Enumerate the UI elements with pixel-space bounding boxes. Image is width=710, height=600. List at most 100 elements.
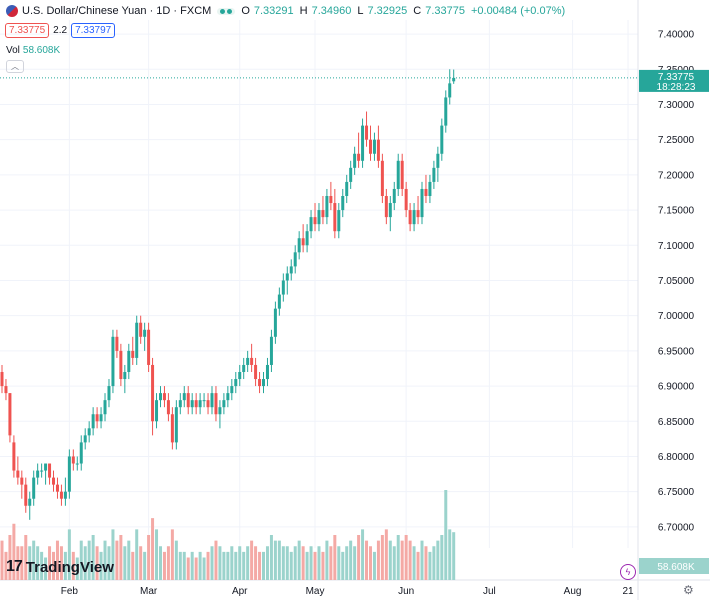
volume-bar bbox=[368, 546, 372, 580]
volume-bar bbox=[305, 551, 309, 580]
candle-body bbox=[388, 203, 392, 218]
candle bbox=[368, 125, 372, 161]
volume-bar bbox=[321, 551, 325, 580]
change-value: +0.00484 (+0.07%) bbox=[470, 5, 566, 17]
candle-body bbox=[202, 400, 206, 402]
volume-bar bbox=[297, 540, 301, 580]
volume-bar bbox=[380, 535, 384, 580]
candle-body bbox=[123, 372, 127, 380]
candle-body bbox=[380, 160, 384, 196]
logo-text: TradingView bbox=[25, 558, 114, 576]
volume-bar bbox=[262, 551, 266, 580]
candle-body bbox=[309, 217, 313, 232]
close-label: C bbox=[413, 5, 422, 17]
candle bbox=[357, 132, 361, 168]
candle bbox=[135, 315, 139, 365]
candle-body bbox=[404, 188, 408, 211]
volume-bar bbox=[71, 551, 75, 580]
spread-value: 2.2 bbox=[53, 25, 68, 36]
volume-bar bbox=[52, 551, 56, 580]
candle bbox=[24, 477, 28, 513]
volume-bar bbox=[357, 535, 361, 580]
sell-button[interactable]: 7.33775 bbox=[5, 23, 50, 38]
volume-bar bbox=[67, 529, 71, 580]
candle bbox=[206, 393, 210, 415]
candle bbox=[131, 336, 135, 365]
candle-body bbox=[186, 393, 190, 408]
volume-bar bbox=[48, 546, 52, 580]
candle bbox=[166, 393, 170, 422]
candle-body bbox=[333, 203, 337, 232]
volume-bar bbox=[293, 546, 297, 580]
x-tick-label: Feb bbox=[61, 586, 79, 597]
candle-body bbox=[36, 470, 40, 478]
candle bbox=[170, 407, 174, 450]
candle bbox=[345, 174, 349, 204]
candle bbox=[28, 491, 32, 520]
volume-bar bbox=[384, 529, 388, 580]
candle-body bbox=[365, 125, 369, 140]
volume-bar bbox=[452, 532, 456, 580]
candle-body bbox=[289, 266, 293, 274]
candle-body bbox=[246, 357, 250, 365]
candle-body bbox=[194, 400, 198, 408]
candle-body bbox=[131, 350, 135, 358]
countdown-label: 18:28:23 bbox=[657, 82, 696, 93]
candle bbox=[111, 329, 115, 394]
candle-body bbox=[258, 379, 262, 387]
candle bbox=[182, 386, 186, 408]
y-tick-label: 7.30000 bbox=[658, 100, 695, 111]
x-tick-label: Jul bbox=[483, 586, 496, 597]
symbol-title[interactable]: U.S. Dollar/Chinese Yuan · 1D · FXCM bbox=[22, 5, 212, 17]
candle-body bbox=[428, 181, 432, 196]
candle-body bbox=[151, 364, 155, 422]
candle bbox=[139, 315, 143, 344]
volume-bar bbox=[309, 546, 313, 580]
candle bbox=[222, 393, 226, 415]
candle bbox=[151, 357, 155, 436]
candle bbox=[48, 463, 52, 485]
candle bbox=[8, 393, 12, 443]
volume-bar bbox=[63, 551, 67, 580]
candle bbox=[254, 357, 258, 387]
volume-bar bbox=[123, 546, 127, 580]
volume-bar bbox=[194, 557, 198, 580]
candle bbox=[63, 477, 67, 506]
candle bbox=[337, 203, 341, 239]
candle bbox=[143, 322, 147, 351]
volume-bar bbox=[341, 551, 345, 580]
x-tick-label: May bbox=[306, 586, 325, 597]
candle-body bbox=[44, 463, 48, 471]
chevron-up-icon[interactable]: ︿ bbox=[6, 60, 24, 73]
volume-legend[interactable]: Vol 58.608K bbox=[6, 45, 60, 56]
volume-bar bbox=[147, 535, 151, 580]
volume-bar bbox=[182, 551, 186, 580]
candle bbox=[162, 386, 166, 408]
candle-body bbox=[95, 414, 99, 422]
candle bbox=[36, 463, 40, 485]
candle bbox=[388, 196, 392, 232]
candle bbox=[408, 203, 412, 232]
candle-body bbox=[349, 167, 353, 182]
candle-body bbox=[368, 139, 372, 154]
buy-button[interactable]: 7.33797 bbox=[71, 23, 116, 38]
candle bbox=[416, 196, 420, 225]
lightning-icon[interactable]: ϟ bbox=[620, 564, 636, 580]
y-tick-label: 6.85000 bbox=[658, 417, 695, 428]
volume-bar bbox=[218, 546, 222, 580]
candle-body bbox=[273, 308, 277, 337]
candle bbox=[52, 470, 56, 492]
volume-bar bbox=[111, 529, 115, 580]
volume-bar bbox=[75, 557, 79, 580]
volume-bar bbox=[95, 546, 99, 580]
gear-icon[interactable]: ⚙ bbox=[683, 583, 694, 597]
volume-bar bbox=[44, 557, 48, 580]
candle-body bbox=[329, 196, 333, 204]
volume-bar bbox=[408, 540, 412, 580]
candle-body bbox=[119, 350, 123, 380]
candle-body bbox=[178, 400, 182, 408]
market-status-icon[interactable] bbox=[217, 7, 236, 15]
tradingview-logo[interactable]: 17 TradingView bbox=[6, 558, 114, 576]
volume-bar bbox=[139, 546, 143, 580]
